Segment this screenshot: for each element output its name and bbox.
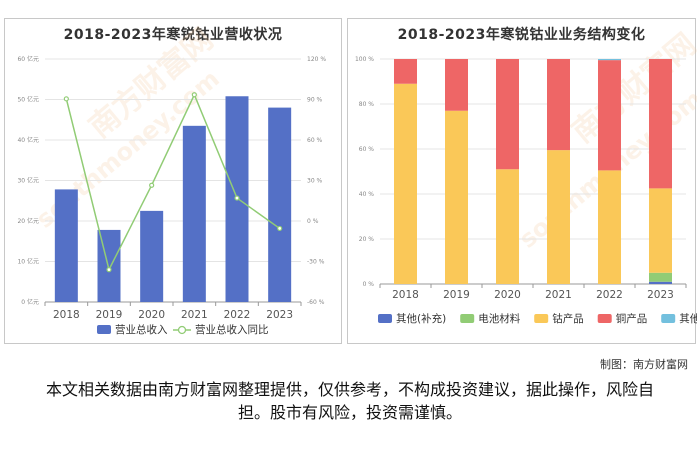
revenue-bar — [97, 229, 121, 302]
stack-segment — [649, 281, 672, 284]
x-tick-label: 2020 — [494, 289, 521, 301]
x-tick-label: 2023 — [647, 289, 674, 301]
y-left-tick-label: 60 亿元 — [17, 55, 39, 63]
yoy-line — [65, 92, 281, 272]
y-left-tick-label: 40 亿元 — [17, 136, 39, 144]
yoy-point — [277, 225, 283, 232]
legend-swatch — [597, 314, 612, 323]
yoy-point — [106, 267, 112, 273]
legend-label-yoy: 营业总收入同比 — [195, 323, 269, 336]
x-tick-label: 2018 — [392, 289, 419, 301]
legend-swatch — [460, 314, 475, 323]
legend-label-revenue: 营业总收入 — [115, 323, 168, 336]
y-tick-label: 100 % — [355, 56, 374, 63]
stack-segment — [649, 272, 672, 282]
y-tick-label: 80 % — [359, 101, 375, 108]
stack-segment — [649, 59, 672, 189]
y-tick-label: 0 % — [363, 281, 375, 288]
x-tick-label: 2022 — [224, 309, 251, 321]
x-tick-label: 2022 — [596, 289, 623, 301]
stack-segment — [598, 59, 621, 61]
disclaimer-text: 本文相关数据由南方财富网整理提供，仅供参考，不构成投资建议，据此操作，风险自担。… — [45, 380, 654, 422]
business-structure-chart-title: 2018-2023年寒锐钴业业务结构变化 — [397, 27, 646, 43]
x-tick-label: 2019 — [96, 309, 123, 321]
stack-segment — [496, 59, 519, 170]
y-right-tick-label: 0 % — [307, 218, 319, 225]
stack-segment — [496, 169, 519, 284]
yoy-point — [234, 195, 240, 201]
x-tick-label: 2018 — [53, 309, 80, 321]
y-right-tick-label: -60 % — [307, 299, 325, 306]
y-right-tick-label: 120 % — [307, 56, 326, 63]
stack-segment — [445, 59, 468, 111]
revenue-chart: 南方财富网 southmoney.com 0 亿元 -60 %10 亿元 -30 %… — [17, 22, 326, 336]
x-tick-label: 2021 — [545, 289, 572, 301]
legend-swatch-revenue — [97, 325, 111, 334]
stack-segment — [547, 59, 570, 151]
y-left-tick-label: 50 亿元 — [17, 96, 39, 104]
business-structure-chart-panel: 2018-2023年寒锐钴业业务结构变化 南方财富网 southmoney.co… — [347, 18, 697, 344]
y-right-tick-label: 90 % — [307, 97, 323, 104]
legend-label: 其他(补充) — [396, 312, 446, 325]
y-left-tick-label: 30 亿元 — [17, 177, 39, 185]
x-tick-label: 2020 — [138, 309, 165, 321]
legend-label: 钴产品 — [552, 312, 584, 325]
revenue-bar — [268, 107, 292, 302]
revenue-chart-panel: 2018-2023年寒锐钴业营收状况 南方财富网 southmoney.com … — [4, 18, 342, 344]
legend-swatch — [661, 314, 676, 323]
stack-segment — [394, 83, 417, 284]
revenue-bar — [140, 210, 164, 302]
chart-credit: 制图：南方财富网 — [600, 358, 688, 371]
stack-segment — [394, 59, 417, 84]
business-structure-chart: 南方财富网 southmoney.com 0 %20 %40 %60 %80 %… — [355, 27, 697, 325]
stack-segment — [547, 150, 570, 284]
legend-swatch — [534, 314, 549, 323]
revenue-bar — [54, 189, 78, 302]
y-left-tick-label: 20 亿元 — [17, 217, 39, 225]
stack-segment — [445, 110, 468, 284]
revenue-bar — [182, 125, 206, 302]
legend-label: 铜产品 — [616, 312, 648, 325]
stack-segment — [598, 60, 621, 171]
y-right-tick-label: 60 % — [307, 137, 323, 144]
revenue-chart-title: 2018-2023年寒锐钴业营收状况 — [63, 27, 283, 43]
y-tick-label: 40 % — [359, 191, 375, 198]
legend-swatch-yoy-marker — [177, 325, 187, 335]
yoy-point — [63, 96, 69, 102]
y-right-tick-label: 30 % — [307, 178, 323, 185]
legend-swatch — [378, 314, 392, 323]
y-left-tick-label: 10 亿元 — [17, 258, 39, 266]
legend-label: 其他 — [679, 312, 697, 325]
y-tick-label: 20 % — [359, 236, 375, 243]
yoy-point — [191, 92, 197, 98]
y-right-tick-label: -30 % — [307, 259, 325, 266]
x-tick-label: 2021 — [181, 309, 208, 321]
yoy-point — [149, 182, 155, 188]
x-tick-label: 2023 — [266, 309, 293, 321]
stack-segment — [598, 170, 621, 284]
legend-label: 电池材料 — [478, 312, 520, 325]
y-left-tick-label: 0 亿元 — [21, 298, 39, 306]
watermark-brand: 南方财富网 — [566, 27, 697, 150]
stack-segment — [649, 188, 672, 273]
y-tick-label: 60 % — [359, 146, 375, 153]
x-tick-label: 2019 — [443, 289, 470, 301]
